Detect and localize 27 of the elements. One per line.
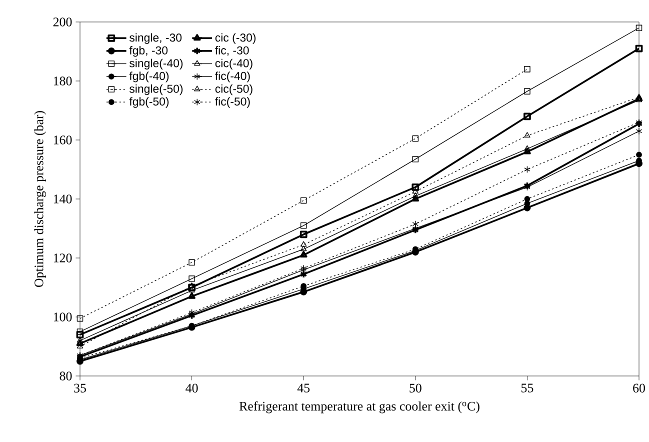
- legend-label: cic (-30): [215, 33, 256, 44]
- x-axis-title: Refrigerant temperature at gas cooler exit ($^{o}$C): [239, 401, 480, 414]
- x-tick-label: 55: [521, 384, 534, 392]
- y-tick-label: 180: [54, 76, 72, 86]
- legend-label: single, -30: [129, 33, 182, 44]
- y-tick-label: 200: [53, 18, 72, 26]
- legend-label: fgb(-50): [129, 97, 169, 108]
- legend-label: fic(-40): [215, 72, 250, 82]
- x-tick-label: 50: [410, 384, 422, 392]
- legend-label: cic(-40): [215, 58, 252, 70]
- y-tick-label: 80: [60, 372, 72, 380]
- x-tick-label: 40: [186, 384, 198, 392]
- legend-label: fgb, -30: [129, 46, 168, 57]
- y-tick-label: 140: [54, 194, 72, 204]
- y-tick-label: 100: [54, 312, 72, 322]
- x-tick-label: 45: [297, 384, 310, 392]
- x-tick-label: 35: [74, 384, 86, 392]
- legend-label: cic(-50): [215, 84, 252, 96]
- y-tick-label: 160: [54, 136, 72, 144]
- y-tick-label: 120: [54, 254, 72, 262]
- x-tick-label: 60: [633, 384, 645, 392]
- legend-label: single(-40): [129, 58, 183, 70]
- legend-label: fic(-50): [215, 97, 250, 108]
- legend-label: fgb(-40): [129, 72, 169, 82]
- legend-label: fic, -30: [215, 46, 249, 56]
- legend-label: single(-50): [129, 84, 183, 96]
- y-axis-title: Optimum discharge pressure (bar): [34, 111, 46, 287]
